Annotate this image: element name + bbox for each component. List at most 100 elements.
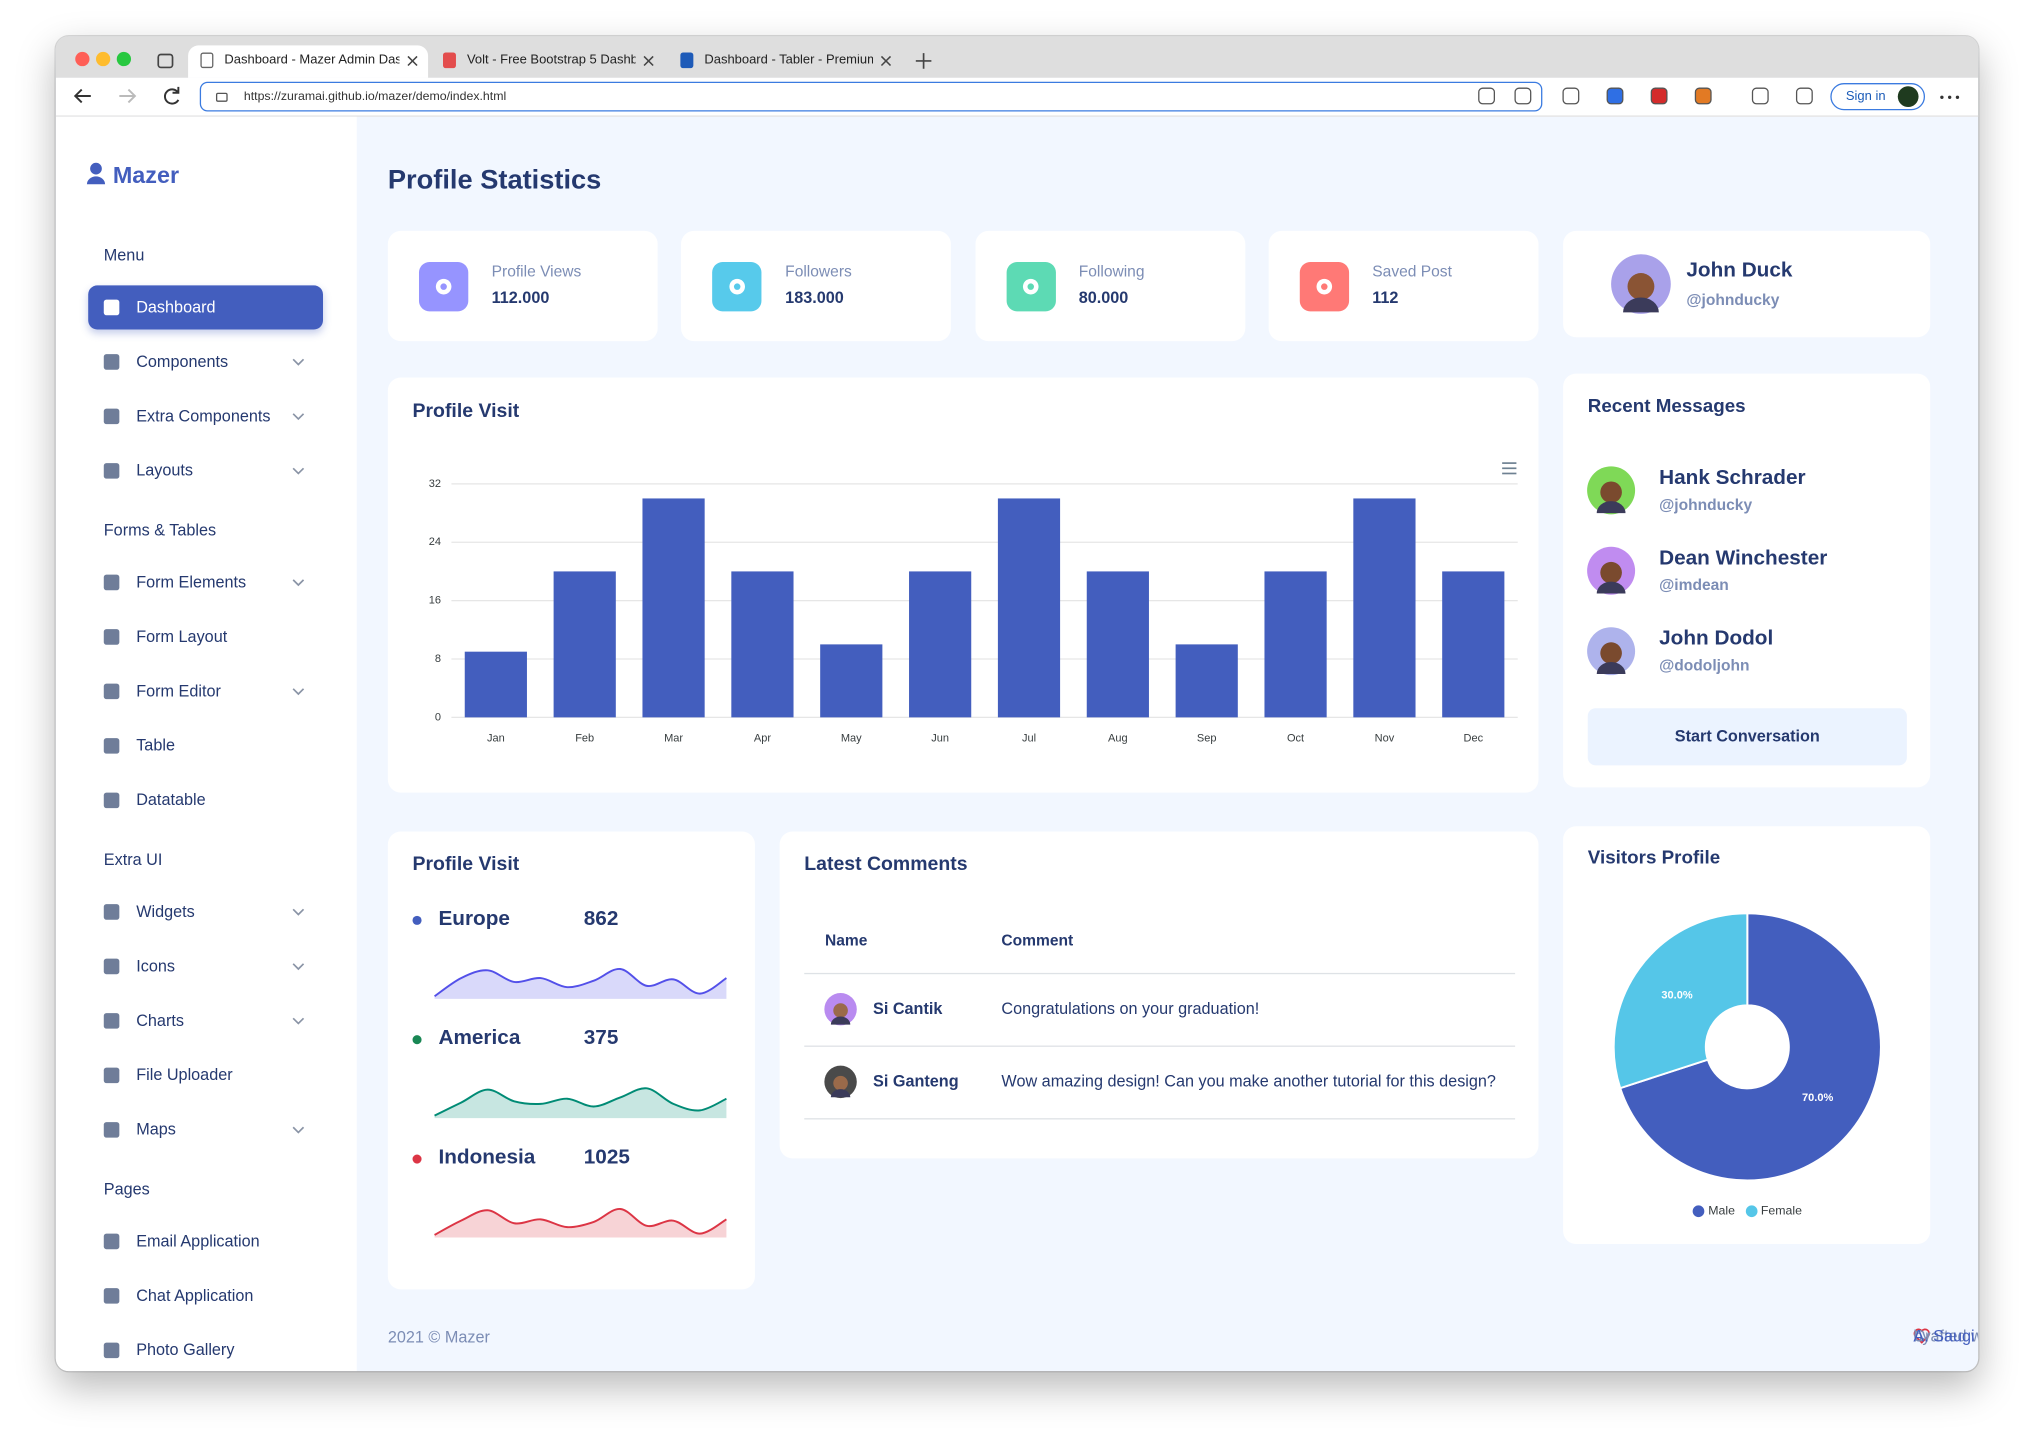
menu-item[interactable]: Widgets bbox=[136, 902, 195, 921]
region-value: 375 bbox=[583, 1027, 619, 1050]
stat-value: 183.000 bbox=[785, 288, 844, 307]
stat-label: Profile Views bbox=[491, 261, 582, 280]
stat-label: Followers bbox=[785, 261, 852, 280]
browser-content: Dashboard - Mazer Admin Das Volt - Free B… bbox=[55, 36, 1979, 1372]
address-bar[interactable] bbox=[199, 81, 1543, 112]
window-control[interactable] bbox=[95, 51, 110, 66]
stat-label: Saved Post bbox=[1372, 261, 1452, 280]
menu-item[interactable]: Form Editor bbox=[136, 681, 221, 701]
region-card bbox=[387, 831, 755, 1290]
menu-item[interactable]: Table bbox=[136, 736, 175, 755]
menu-section-title: Pages bbox=[103, 1180, 150, 1199]
stat-value: 80.000 bbox=[1078, 288, 1129, 307]
message-handle: @imdean bbox=[1659, 575, 1729, 595]
profile-name: John Duck bbox=[1686, 258, 1793, 281]
card-title: Recent Messages bbox=[1587, 396, 1746, 418]
footer-credit: Crafted withbyA. Saugi bbox=[1913, 1326, 1978, 1345]
region-value: 1025 bbox=[583, 1146, 630, 1169]
region-name: America bbox=[438, 1027, 521, 1050]
stat-value: 112.000 bbox=[491, 288, 550, 307]
bar-chart-card bbox=[387, 377, 1539, 793]
region-value: 862 bbox=[583, 908, 619, 931]
footer-copyright: 2021 © Mazer bbox=[387, 1327, 490, 1347]
menu-section-title: Extra UI bbox=[103, 850, 163, 869]
button-label[interactable]: Start Conversation bbox=[1674, 727, 1820, 746]
legend-swatch bbox=[1692, 1205, 1705, 1218]
menu-section-title: Forms & Tables bbox=[103, 521, 217, 540]
menu-section-title: Menu bbox=[103, 246, 145, 265]
page-title: Profile Statistics bbox=[387, 165, 602, 196]
sign-in-label[interactable]: Sign in bbox=[1845, 89, 1886, 104]
menu-item[interactable]: Icons bbox=[136, 957, 175, 976]
window-control[interactable] bbox=[116, 51, 131, 66]
profile-card bbox=[1563, 230, 1931, 338]
comment-text: Congratulations on your graduation! bbox=[1001, 999, 1260, 1018]
region-dot bbox=[411, 1034, 421, 1044]
tab-active-bg[interactable] bbox=[188, 45, 429, 78]
footer-author-link[interactable]: A. Saugi bbox=[1913, 1326, 1975, 1345]
stat-icon bbox=[418, 262, 469, 312]
menu-item[interactable]: Charts bbox=[136, 1011, 184, 1030]
sign-in-button[interactable] bbox=[1830, 83, 1926, 111]
comment-text: Wow amazing design! Can you make another… bbox=[1001, 1072, 1496, 1091]
table-rule bbox=[804, 1045, 1516, 1047]
legend-item[interactable]: Female bbox=[1745, 1204, 1802, 1219]
card-title: Latest Comments bbox=[804, 852, 968, 875]
menu-item[interactable]: Form Elements bbox=[136, 573, 247, 592]
footer-text: by bbox=[1913, 1326, 1931, 1345]
menu-item[interactable]: Dashboard bbox=[136, 298, 216, 317]
message-handle: @dodoljohn bbox=[1659, 656, 1750, 675]
tab-title[interactable]: Dashboard - Tabler - Premium bbox=[704, 54, 874, 68]
comment-author: Si Ganteng bbox=[873, 1072, 959, 1091]
legend-item[interactable]: Male bbox=[1692, 1204, 1735, 1219]
stat-icon bbox=[712, 262, 762, 312]
pie-legend: Male Female bbox=[1692, 1204, 1802, 1219]
menu-item[interactable]: Email Application bbox=[136, 1232, 260, 1251]
menu-item[interactable]: Maps bbox=[136, 1120, 176, 1139]
message-name[interactable]: Dean Winchester bbox=[1659, 547, 1828, 570]
tab-title[interactable]: Volt - Free Bootstrap 5 Dashb bbox=[466, 54, 636, 68]
region-dot bbox=[411, 915, 421, 925]
menu-item[interactable]: Datatable bbox=[136, 790, 206, 810]
menu-item-active[interactable] bbox=[88, 285, 324, 330]
message-handle: @johnducky bbox=[1659, 495, 1753, 514]
brand[interactable]: Mazer bbox=[112, 162, 180, 189]
visitors-card bbox=[1563, 826, 1931, 1245]
comment-author: Si Cantik bbox=[873, 999, 943, 1018]
message-name[interactable]: Hank Schrader bbox=[1659, 466, 1806, 490]
tab-title[interactable]: Dashboard - Mazer Admin Das bbox=[224, 54, 400, 68]
table-rule bbox=[804, 972, 1516, 975]
card-title: Profile Visit bbox=[412, 852, 520, 875]
legend-label: Male bbox=[1708, 1204, 1735, 1219]
legend-label: Female bbox=[1760, 1204, 1802, 1219]
table-rule bbox=[804, 1118, 1516, 1120]
menu-item[interactable]: Layouts bbox=[136, 461, 193, 480]
legend-swatch bbox=[1745, 1205, 1757, 1218]
start-conversation-button[interactable] bbox=[1587, 708, 1907, 766]
stat-icon bbox=[1006, 262, 1056, 312]
browser-window: Dashboard - Mazer Admin Das Volt - Free B… bbox=[55, 36, 1979, 1372]
menu-item[interactable]: Components bbox=[136, 352, 229, 371]
stat-icon bbox=[1299, 262, 1349, 312]
region-name: Indonesia bbox=[438, 1146, 536, 1169]
window-control[interactable] bbox=[74, 51, 89, 66]
footer-text: Crafted with bbox=[1913, 1326, 1978, 1345]
menu-item[interactable]: Extra Components bbox=[136, 406, 271, 426]
table-header: Name bbox=[825, 931, 868, 950]
stat-label: Following bbox=[1078, 261, 1145, 280]
profile-handle: @johnducky bbox=[1686, 290, 1780, 309]
region-name: Europe bbox=[438, 908, 510, 931]
stat-value: 112 bbox=[1372, 288, 1399, 307]
table-header: Comment bbox=[1001, 931, 1074, 950]
region-dot bbox=[411, 1153, 421, 1163]
card-title: Visitors Profile bbox=[1587, 848, 1721, 869]
menu-item[interactable]: Chat Application bbox=[136, 1286, 254, 1305]
url[interactable]: https://zuramai.github.io/mazer/demo/ind… bbox=[243, 89, 507, 104]
heart-icon bbox=[1913, 1328, 1930, 1344]
menu-item[interactable]: Photo Gallery bbox=[136, 1340, 235, 1360]
menu-item[interactable]: File Uploader bbox=[136, 1065, 233, 1085]
message-name[interactable]: John Dodol bbox=[1659, 627, 1774, 650]
menu-item[interactable]: Form Layout bbox=[136, 627, 228, 646]
